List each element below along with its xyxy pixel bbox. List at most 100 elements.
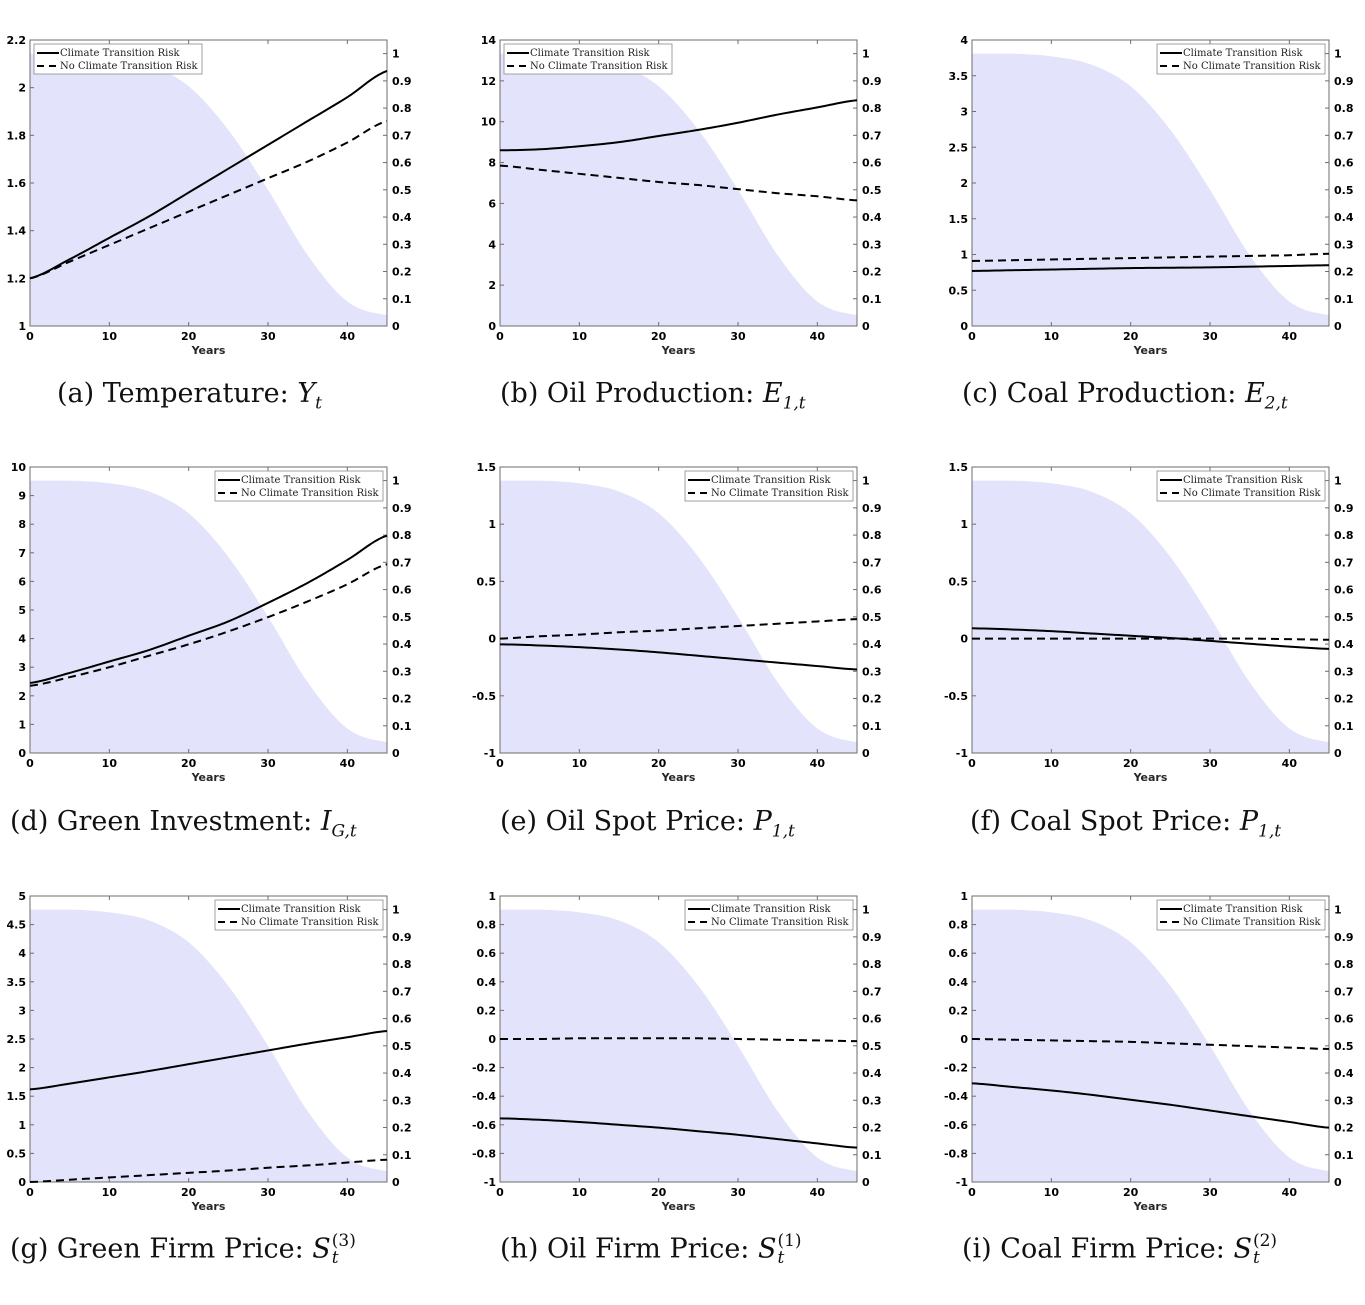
right-y-tick-label: 0.6	[862, 584, 882, 597]
caption-c: (c) Coal Production: E2,t	[962, 378, 1288, 413]
y-tick-label: 1	[18, 1119, 26, 1132]
series-no-climate-transition-risk	[971, 1038, 1330, 1051]
right-y-tick-label: 0	[392, 747, 400, 760]
right-y-tick-label: 0	[392, 320, 400, 333]
x-tick-label: 20	[651, 1186, 667, 1199]
legend-label-climate: Climate Transition Risk	[1183, 475, 1304, 486]
probability-area	[972, 480, 1329, 753]
y-tick-label: 3.5	[7, 976, 27, 989]
series-no-climate-transition-risk	[29, 1158, 388, 1183]
y-tick-label: -0.5	[944, 690, 968, 703]
y-tick-label: 2	[18, 82, 26, 95]
caption-text: (a) Temperature:	[57, 378, 298, 409]
series-no-climate-transition-risk	[971, 252, 1330, 262]
x-tick-label: 10	[1044, 757, 1060, 770]
right-y-tick-label: 0.2	[862, 693, 882, 706]
y-tick-label: 4	[488, 238, 496, 251]
y-tick-label: 0.2	[477, 1004, 497, 1017]
x-tick-label: 20	[1123, 330, 1139, 343]
right-y-tick-label: 0.4	[392, 638, 412, 651]
legend-label-no-climate: No Climate Transition Risk	[60, 61, 198, 72]
caption-b: (b) Oil Production: E1,t	[500, 378, 806, 413]
x-tick-label: 20	[1123, 1186, 1139, 1199]
right-y-tick-label: 0.4	[862, 638, 882, 651]
right-y-tick-label: 0.1	[862, 1149, 882, 1162]
y-tick-label: 0	[960, 633, 968, 646]
panel-a: 0 10 20 30 40 Years 1 1.2 1.4 1.6 1.8 2 2.2 0 0.1 0.2 0.…	[7, 34, 412, 357]
caption-d: (d) Green Investment: IG,t	[10, 806, 357, 841]
panel-d: 0 10 20 30 40 Years 0 1 2 3 4 5 6 7 8 9 10 0 0.1 0.2 0.3 0.4 0…	[11, 461, 412, 784]
caption-text: (f) Coal Spot Price:	[970, 806, 1240, 837]
y-tick-label: 1.5	[477, 461, 497, 474]
y-tick-label: 4	[18, 633, 26, 646]
right-y-tick-label: 0.4	[862, 211, 882, 224]
axes-frame	[971, 466, 1330, 754]
legend-box	[214, 899, 384, 931]
series-no-climate-transition-risk	[499, 164, 858, 202]
y-tick-label: 1.4	[7, 225, 27, 238]
y-tick-label: 2	[18, 1062, 26, 1075]
series-no-climate-transition-risk	[29, 563, 388, 687]
y-tick-label: 1	[960, 249, 968, 262]
caption-variable: Y	[297, 378, 316, 409]
y-tick-label: 1	[488, 890, 496, 903]
right-y-tick-label: 0	[862, 320, 870, 333]
y-tick-label: 0.5	[949, 575, 969, 588]
y-tick-label: -0.2	[944, 1062, 968, 1075]
legend: Climate Transition Risk No Climate Transi…	[1156, 470, 1326, 502]
y-tick-label: -0.4	[472, 1090, 496, 1103]
x-tick-label: 0	[968, 757, 976, 770]
y-tick-label: 8	[488, 157, 496, 170]
right-y-tick-label: 0.1	[862, 720, 882, 733]
right-y-tick-label: 0.3	[392, 238, 412, 251]
y-tick-label: 0.5	[949, 284, 969, 297]
caption-sup-sub: (2) t	[1252, 1231, 1278, 1268]
probability-area	[500, 53, 857, 327]
y-tick-label: 0	[488, 633, 496, 646]
y-tick-label: 12	[481, 75, 496, 88]
probability-area	[500, 909, 857, 1182]
caption-variable: I	[320, 806, 332, 837]
x-tick-label: 0	[26, 1186, 34, 1199]
y-tick-label: 0.2	[949, 1004, 969, 1017]
right-y-tick-label: 0	[1334, 320, 1342, 333]
probability-area	[30, 909, 387, 1182]
series-climate-transition-risk	[971, 1082, 1330, 1129]
right-y-tick-label: 0.5	[392, 184, 412, 197]
x-tick-label: 20	[651, 757, 667, 770]
x-tick-label: 20	[181, 330, 197, 343]
right-y-tick-label: 0.6	[862, 157, 882, 170]
y-tick-label: 1	[960, 890, 968, 903]
series-climate-transition-risk	[29, 1029, 388, 1091]
y-tick-label: 3	[18, 1004, 26, 1017]
right-y-tick-label: 0.3	[1334, 1094, 1354, 1107]
series-no-climate-transition-risk	[499, 618, 858, 640]
legend-box	[684, 470, 854, 502]
legend-label-climate: Climate Transition Risk	[711, 475, 832, 486]
y-tick-label: 0.6	[949, 947, 969, 960]
caption-text: (b) Oil Production:	[500, 378, 763, 409]
x-tick-label: 20	[651, 330, 667, 343]
y-tick-label: -1	[956, 747, 968, 760]
right-y-tick-label: 0.2	[392, 693, 412, 706]
legend-label-climate: Climate Transition Risk	[60, 48, 181, 59]
right-y-tick-label: 0.4	[1334, 638, 1354, 651]
right-y-tick-label: 0.8	[1334, 958, 1354, 971]
right-y-tick-label: 0.2	[862, 266, 882, 279]
series-climate-transition-risk	[971, 264, 1330, 272]
right-y-tick-label: 0.5	[862, 1040, 882, 1053]
right-y-tick-label: 0.4	[862, 1067, 882, 1080]
y-tick-label: 10	[481, 116, 497, 129]
y-tick-label: 0	[488, 1033, 496, 1046]
x-tick-label: 40	[340, 1186, 356, 1199]
right-y-tick-label: 0.7	[862, 556, 882, 569]
legend-label-climate: Climate Transition Risk	[241, 904, 362, 915]
right-y-tick-label: 0	[1334, 1176, 1342, 1189]
right-y-tick-label: 1	[392, 48, 400, 61]
x-axis-label: Years	[191, 1200, 226, 1213]
series-climate-transition-risk	[971, 627, 1330, 650]
right-y-tick-label: 0.4	[1334, 1067, 1354, 1080]
y-tick-label: -0.8	[944, 1147, 968, 1160]
y-tick-label: 0.5	[7, 1147, 27, 1160]
y-tick-label: 0.6	[477, 947, 497, 960]
